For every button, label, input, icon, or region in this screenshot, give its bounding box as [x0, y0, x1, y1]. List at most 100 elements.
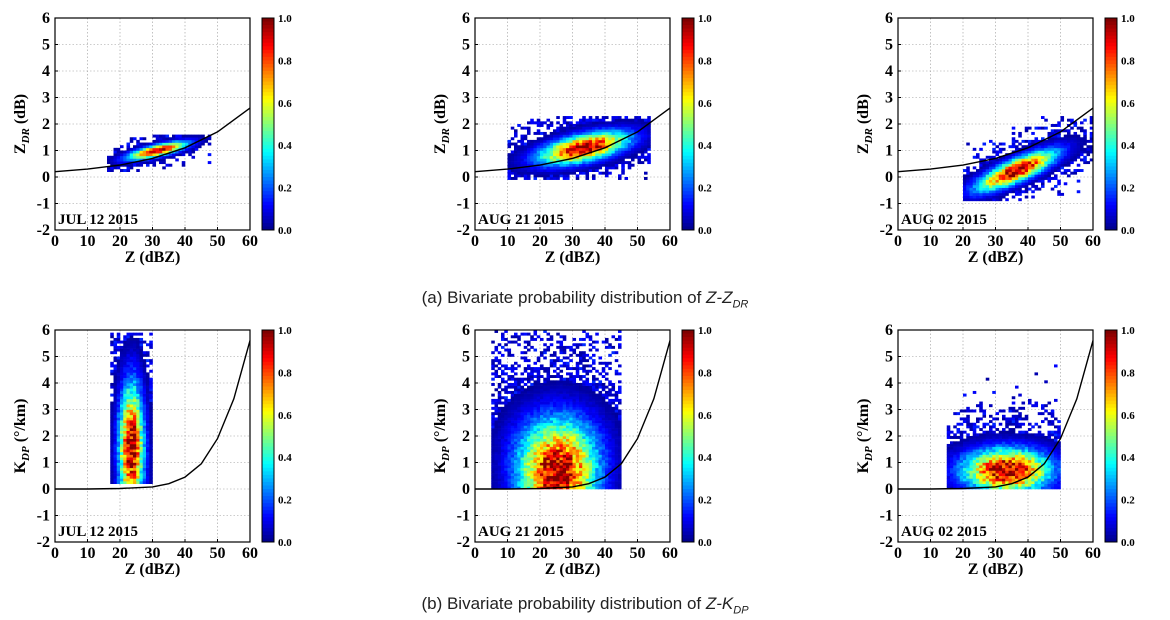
density-cell: [146, 446, 150, 450]
density-cell: [540, 454, 544, 458]
density-cell: [618, 139, 622, 143]
density-cell: [1011, 171, 1016, 175]
density-cell: [540, 475, 544, 479]
density-cell: [530, 470, 534, 474]
colorbar-segment: [262, 368, 274, 373]
density-cell: [527, 332, 531, 336]
density-cell: [611, 422, 616, 426]
density-cell: [559, 428, 564, 431]
density-cell: [553, 177, 557, 180]
density-cell: [510, 369, 515, 373]
density-cell: [181, 147, 186, 151]
density-cell: [588, 404, 593, 408]
density-cell: [572, 385, 577, 389]
colorbar-segment: [1105, 28, 1117, 33]
density-cell: [139, 375, 144, 378]
density-cell: [575, 163, 580, 167]
density-cell: [569, 446, 573, 450]
density-cell: [142, 457, 147, 461]
y-axis-label: ZDR (dB): [432, 94, 452, 154]
density-cell: [120, 459, 124, 463]
density-cell: [592, 441, 596, 445]
colorbar-segment: [682, 85, 694, 90]
density-cell: [611, 345, 616, 349]
density-cell: [139, 343, 144, 347]
density-cell: [566, 443, 570, 447]
density-cell: [497, 478, 502, 482]
density-cell: [608, 404, 612, 408]
density-cell: [494, 330, 499, 333]
density-cell: [1028, 147, 1032, 151]
colorbar-tick-label: 0.4: [278, 140, 292, 152]
density-cell: [588, 457, 593, 461]
density-cell: [497, 428, 502, 431]
density-cell: [595, 462, 599, 466]
density-cell: [611, 451, 616, 455]
density-cell: [575, 388, 580, 392]
density-cell: [605, 449, 609, 453]
density-cell: [510, 396, 515, 400]
density-cell: [523, 438, 528, 442]
density-cell: [562, 166, 567, 170]
density-cell: [1047, 161, 1052, 165]
density-cell: [139, 428, 144, 431]
density-cell: [510, 443, 515, 447]
density-cell: [1024, 155, 1029, 159]
density-cell: [634, 126, 638, 130]
density-cell: [540, 153, 544, 157]
density-cell: [530, 441, 534, 445]
density-cell: [142, 380, 147, 384]
density-cell: [123, 353, 127, 357]
density-cell: [523, 153, 528, 157]
density-cell: [569, 406, 573, 410]
density-cell: [510, 436, 515, 439]
density-cell: [572, 425, 577, 429]
density-cell: [142, 428, 147, 431]
density-cell: [553, 406, 557, 410]
density-cell: [598, 478, 603, 482]
density-cell: [530, 367, 534, 371]
density-cell: [507, 401, 512, 405]
density-cell: [113, 380, 118, 384]
density-cell: [514, 398, 518, 402]
colorbar-segment: [682, 134, 694, 139]
density-cell: [139, 430, 144, 434]
density-cell: [601, 409, 606, 413]
density-cell: [569, 134, 573, 138]
density-cell: [116, 393, 121, 397]
density-cell: [120, 155, 124, 159]
density-cell: [549, 409, 554, 413]
density-cell: [562, 345, 567, 349]
density-cell: [588, 348, 593, 352]
density-cell: [1070, 150, 1074, 154]
density-cell: [566, 404, 570, 408]
density-cell: [523, 147, 528, 151]
density-cell: [595, 446, 599, 450]
density-cell: [559, 449, 564, 453]
density-cell: [562, 126, 567, 130]
colorbar-segment: [682, 194, 694, 199]
density-cell: [527, 390, 531, 394]
density-cell: [595, 420, 599, 424]
density-cell: [585, 129, 590, 133]
density-cell: [569, 478, 573, 482]
density-cell: [540, 451, 544, 455]
y-axis-label: ZDR (dB): [12, 94, 32, 154]
density-cell: [494, 481, 499, 484]
density-cell: [614, 134, 619, 138]
density-cell: [142, 422, 147, 426]
date-label: JUL 12 2015: [58, 212, 138, 228]
density-cell: [575, 361, 580, 365]
density-cell: [1018, 134, 1022, 138]
density-cell: [543, 147, 547, 151]
density-cell: [611, 153, 616, 157]
density-cell: [139, 345, 144, 349]
density-cell: [582, 161, 586, 165]
density-cell: [549, 361, 554, 365]
density-cell: [562, 393, 567, 397]
density-cell: [989, 155, 993, 159]
density-cell: [142, 459, 147, 463]
density-cell: [543, 465, 547, 469]
density-cell: [582, 383, 586, 386]
density-cell: [546, 436, 551, 439]
